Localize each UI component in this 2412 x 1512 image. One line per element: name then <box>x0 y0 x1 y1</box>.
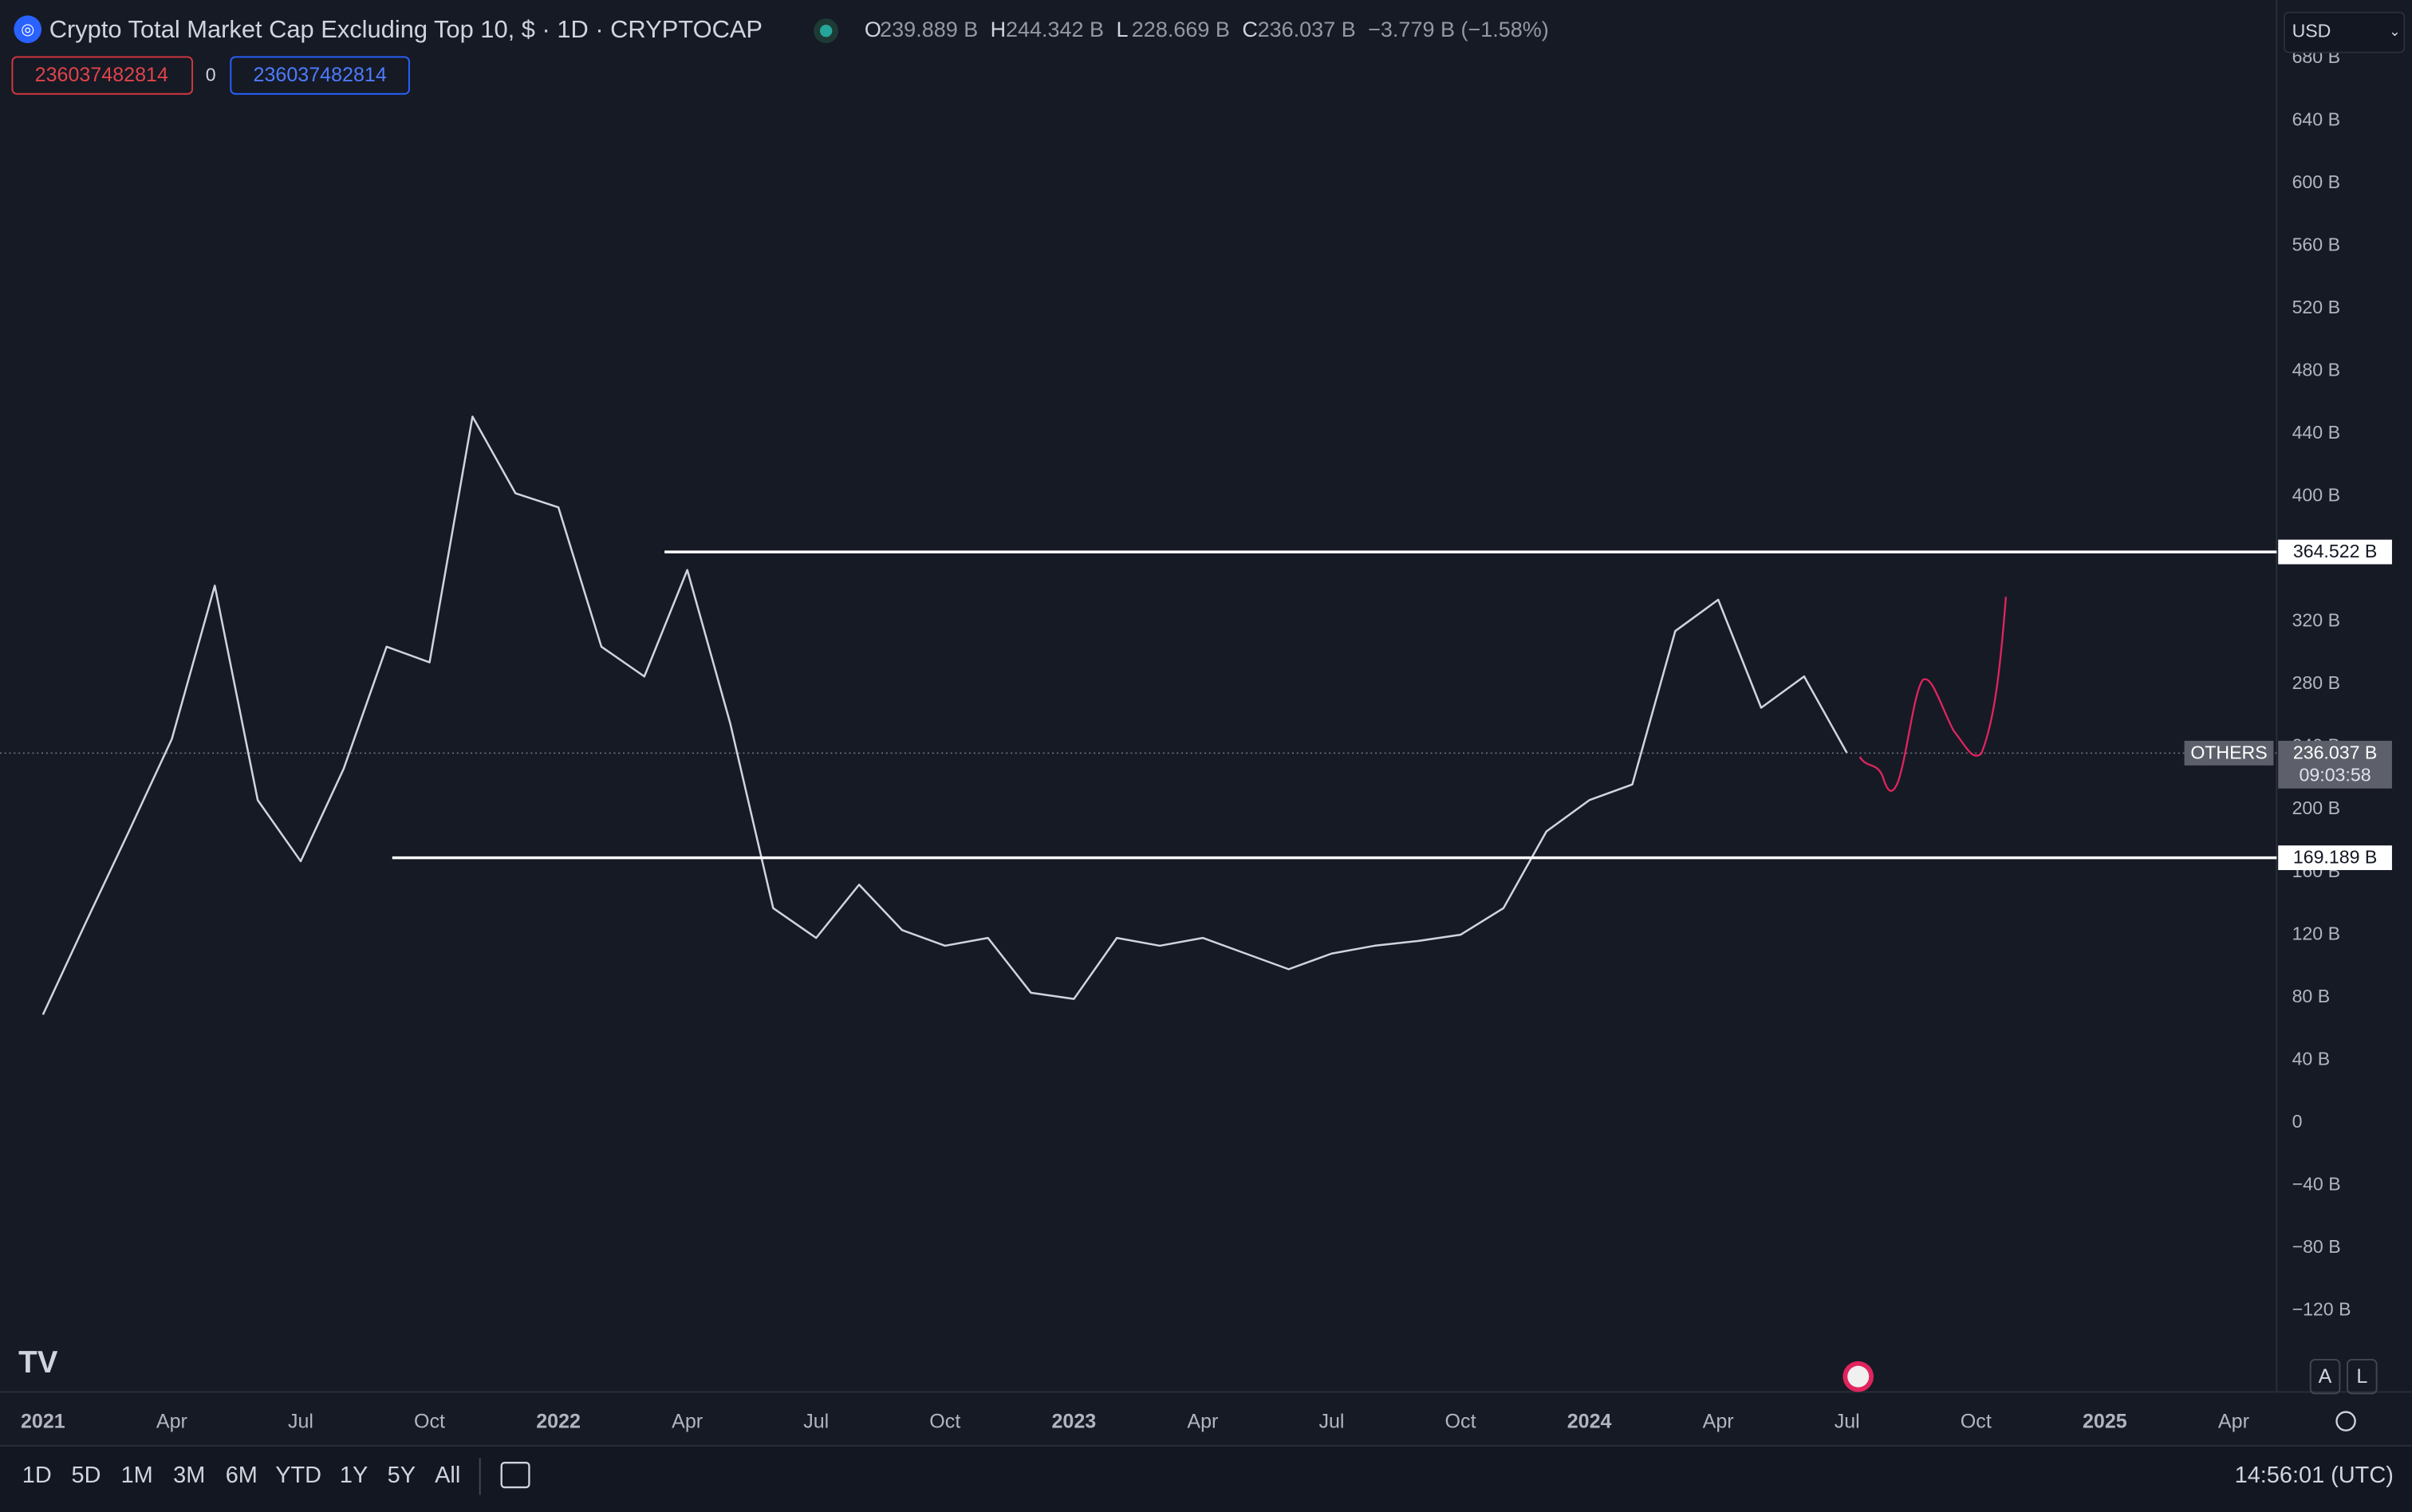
ohlc-value: 239.889 B <box>880 18 978 41</box>
range-button[interactable]: 1Y <box>340 1463 368 1488</box>
ohlc-key: C <box>1242 18 1258 41</box>
scale-button-label: L <box>2356 1365 2367 1388</box>
symbol-icon <box>14 15 42 44</box>
indicator-value: 0 <box>206 65 216 85</box>
last-price-label: 236.037 B <box>2293 742 2377 762</box>
ohlc-change: −3.779 B (−1.58%) <box>1368 18 1549 41</box>
price-line <box>41 415 1848 1015</box>
ohlc-key: O <box>865 18 881 41</box>
x-tick-label: Jul <box>1318 1411 1344 1433</box>
projection-drawing <box>1858 597 2008 792</box>
y-tick-label: 40 B <box>2292 1048 2331 1069</box>
y-tick-label: 600 B <box>2292 171 2340 192</box>
x-tick-label: Apr <box>1703 1411 1734 1433</box>
ohlc-key: H <box>991 18 1006 41</box>
level-label: 364.522 B <box>2293 541 2377 561</box>
x-tick-label: 2023 <box>1051 1411 1096 1433</box>
scale-button[interactable] <box>2309 1359 2341 1395</box>
tradingview-logo: TV <box>18 1345 58 1380</box>
bottom-toolbar <box>0 1445 2412 1512</box>
series-name-box <box>2184 740 2274 766</box>
scale-button-label: A <box>2319 1365 2332 1388</box>
x-tick-label: Apr <box>2218 1411 2249 1433</box>
range-button[interactable]: 3M <box>173 1463 205 1488</box>
range-button[interactable]: 1M <box>121 1463 153 1488</box>
range-button[interactable]: All <box>435 1463 460 1488</box>
currency-label: USD <box>2292 21 2331 41</box>
last-price-box <box>2278 740 2392 789</box>
chart-title: Crypto Total Market Cap Excluding Top 10… <box>49 15 763 43</box>
ohlc-value: 236.037 B <box>1258 18 1356 41</box>
x-tick-label: Oct <box>929 1411 960 1433</box>
y-tick-label: 120 B <box>2292 923 2340 943</box>
level-label-box <box>2278 539 2392 565</box>
y-tick-label: −120 B <box>2292 1298 2351 1319</box>
x-tick-label: 2021 <box>21 1411 65 1433</box>
countdown: 09:03:58 <box>2300 764 2371 785</box>
y-tick-label: 560 B <box>2292 234 2340 254</box>
x-tick-label: 2025 <box>2083 1411 2127 1433</box>
settings-icon[interactable] <box>2335 1411 2356 1431</box>
x-tick-label: Oct <box>1961 1411 1992 1433</box>
x-tick-label: Jul <box>1835 1411 1860 1433</box>
x-tick-label: Apr <box>156 1411 187 1433</box>
y-tick-label: 640 B <box>2292 108 2340 129</box>
ohlc-value: 244.342 B <box>1006 18 1104 41</box>
range-button[interactable]: 5Y <box>388 1463 416 1488</box>
clock: 14:56:01 (UTC) <box>2235 1463 2394 1488</box>
range-button[interactable]: 6M <box>226 1463 258 1488</box>
plot: 364.522 B 169.189 B OTHERS 236.037 B09:03:5… <box>0 415 2392 1015</box>
y-tick-label: 520 B <box>2292 297 2340 317</box>
currency-select[interactable] <box>2283 11 2406 53</box>
y-tick-label: 320 B <box>2292 610 2340 631</box>
x-tick-label: Apr <box>672 1411 703 1433</box>
level-label: 169.189 B <box>2293 847 2377 868</box>
x-tick-label: 2022 <box>536 1411 581 1433</box>
indicator-value: 236037482814 <box>35 64 168 86</box>
symbol-icon-glyph: ◎ <box>21 22 34 38</box>
x-tick-label: Jul <box>288 1411 313 1433</box>
y-tick-label: 200 B <box>2292 797 2340 818</box>
date-range-icon[interactable] <box>500 1462 530 1489</box>
indicator-box[interactable] <box>230 56 410 95</box>
indicator-box[interactable] <box>11 56 194 95</box>
ohlc-value: 228.669 B <box>1132 18 1230 41</box>
y-tick-label: 400 B <box>2292 485 2340 506</box>
y-tick-label: 80 B <box>2292 986 2331 1006</box>
ohlc-key: L <box>1117 18 1129 41</box>
y-tick-label: 480 B <box>2292 360 2340 380</box>
x-tick-label: Oct <box>1445 1411 1476 1433</box>
range-button[interactable]: YTD <box>275 1463 321 1488</box>
market-status-dot <box>819 24 833 37</box>
event-marker-inner <box>1847 1365 1870 1388</box>
level-label-box <box>2278 845 2392 871</box>
y-tick-label: −80 B <box>2292 1236 2341 1257</box>
range-button[interactable]: 1D <box>22 1463 52 1488</box>
dropdown-arrow: ⌄ <box>2389 23 2401 39</box>
range-button[interactable]: 5D <box>72 1463 101 1488</box>
price-axis <box>2276 0 2412 1392</box>
x-tick-label: Apr <box>1187 1411 1218 1433</box>
y-tick-label: 0 <box>2292 1111 2303 1132</box>
scale-button[interactable] <box>2347 1359 2378 1395</box>
y-tick-label: −40 B <box>2292 1173 2341 1194</box>
series-name: OTHERS <box>2190 742 2267 762</box>
x-tick-label: Oct <box>414 1411 445 1433</box>
y-tick-label: 440 B <box>2292 422 2340 443</box>
x-tick-label: 2024 <box>1567 1411 1612 1433</box>
x-tick-label: Jul <box>803 1411 829 1433</box>
y-tick-label: 280 B <box>2292 672 2340 693</box>
range-buttons: 1D 5D 1M 3M 6M YTD 1Y 5Y All <box>22 1463 460 1488</box>
indicator-value: 236037482814 <box>254 64 387 86</box>
